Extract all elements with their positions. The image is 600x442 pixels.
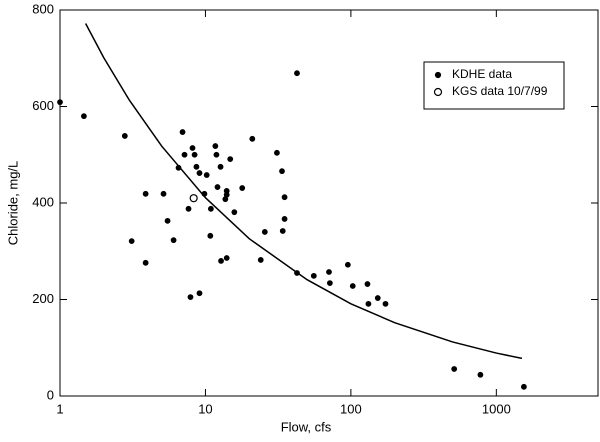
data-point	[207, 232, 214, 239]
data-point	[223, 191, 230, 198]
data-point	[374, 295, 381, 301]
fit-curve	[84, 23, 523, 360]
y-tick-label: 0	[47, 387, 54, 402]
y-tick-label: 200	[32, 291, 54, 306]
legend-label: KDHE data	[452, 67, 512, 81]
y-tick-label: 800	[32, 1, 54, 16]
data-point	[261, 229, 268, 235]
data-point	[160, 190, 167, 197]
data-point	[349, 283, 356, 289]
x-tick-label: 10	[198, 401, 212, 416]
data-point	[294, 70, 300, 77]
x-axis-label: Flow, cfs	[281, 419, 332, 434]
legend-box	[423, 61, 565, 110]
data-point	[185, 205, 192, 212]
data-point	[164, 217, 171, 224]
data-point	[121, 133, 128, 139]
data-point	[249, 135, 256, 142]
data-point	[364, 281, 371, 287]
data-point	[365, 300, 372, 307]
y-tick-label: 400	[32, 194, 54, 209]
data-point	[279, 168, 285, 175]
data-point	[281, 216, 288, 222]
data-point	[81, 113, 87, 120]
data-point	[231, 209, 238, 216]
data-point	[451, 366, 458, 372]
data-point	[179, 129, 186, 135]
legend-marker	[433, 87, 443, 97]
data-point	[191, 151, 198, 158]
x-tick-label: 100	[340, 401, 362, 416]
data-point	[274, 149, 280, 156]
x-tick-label: 1	[56, 401, 63, 416]
data-point	[239, 185, 246, 191]
data-point	[187, 294, 194, 300]
data-point	[223, 255, 230, 261]
data-point	[196, 290, 203, 297]
data-point	[142, 190, 149, 197]
data-point	[57, 99, 63, 106]
data-point	[281, 194, 288, 201]
data-point	[257, 257, 264, 263]
data-point	[344, 261, 351, 268]
data-point	[196, 170, 203, 176]
data-point	[326, 269, 332, 275]
data-point	[520, 383, 527, 390]
data-point	[170, 237, 177, 244]
data-point	[326, 280, 333, 286]
y-tick-label: 600	[32, 98, 54, 113]
legend-label: KGS data 10/7/99	[452, 84, 548, 98]
data-point	[189, 145, 196, 151]
data-point	[128, 238, 135, 245]
data-point	[207, 205, 214, 212]
data-point	[142, 259, 149, 266]
data-point	[214, 184, 221, 190]
legend-marker	[434, 71, 442, 79]
data-point	[189, 194, 198, 203]
data-point	[217, 163, 224, 170]
data-point	[382, 300, 389, 307]
data-point	[218, 258, 224, 264]
data-point	[213, 151, 220, 158]
data-point	[477, 371, 484, 378]
x-tick-label: 1000	[482, 401, 511, 416]
data-point	[310, 272, 317, 279]
data-point	[227, 156, 234, 162]
y-axis-label: Chloride, mg/L	[5, 161, 20, 246]
data-point	[279, 228, 286, 234]
data-point	[203, 172, 210, 178]
data-point	[212, 143, 219, 149]
data-point	[181, 151, 188, 158]
data-point	[193, 163, 200, 170]
